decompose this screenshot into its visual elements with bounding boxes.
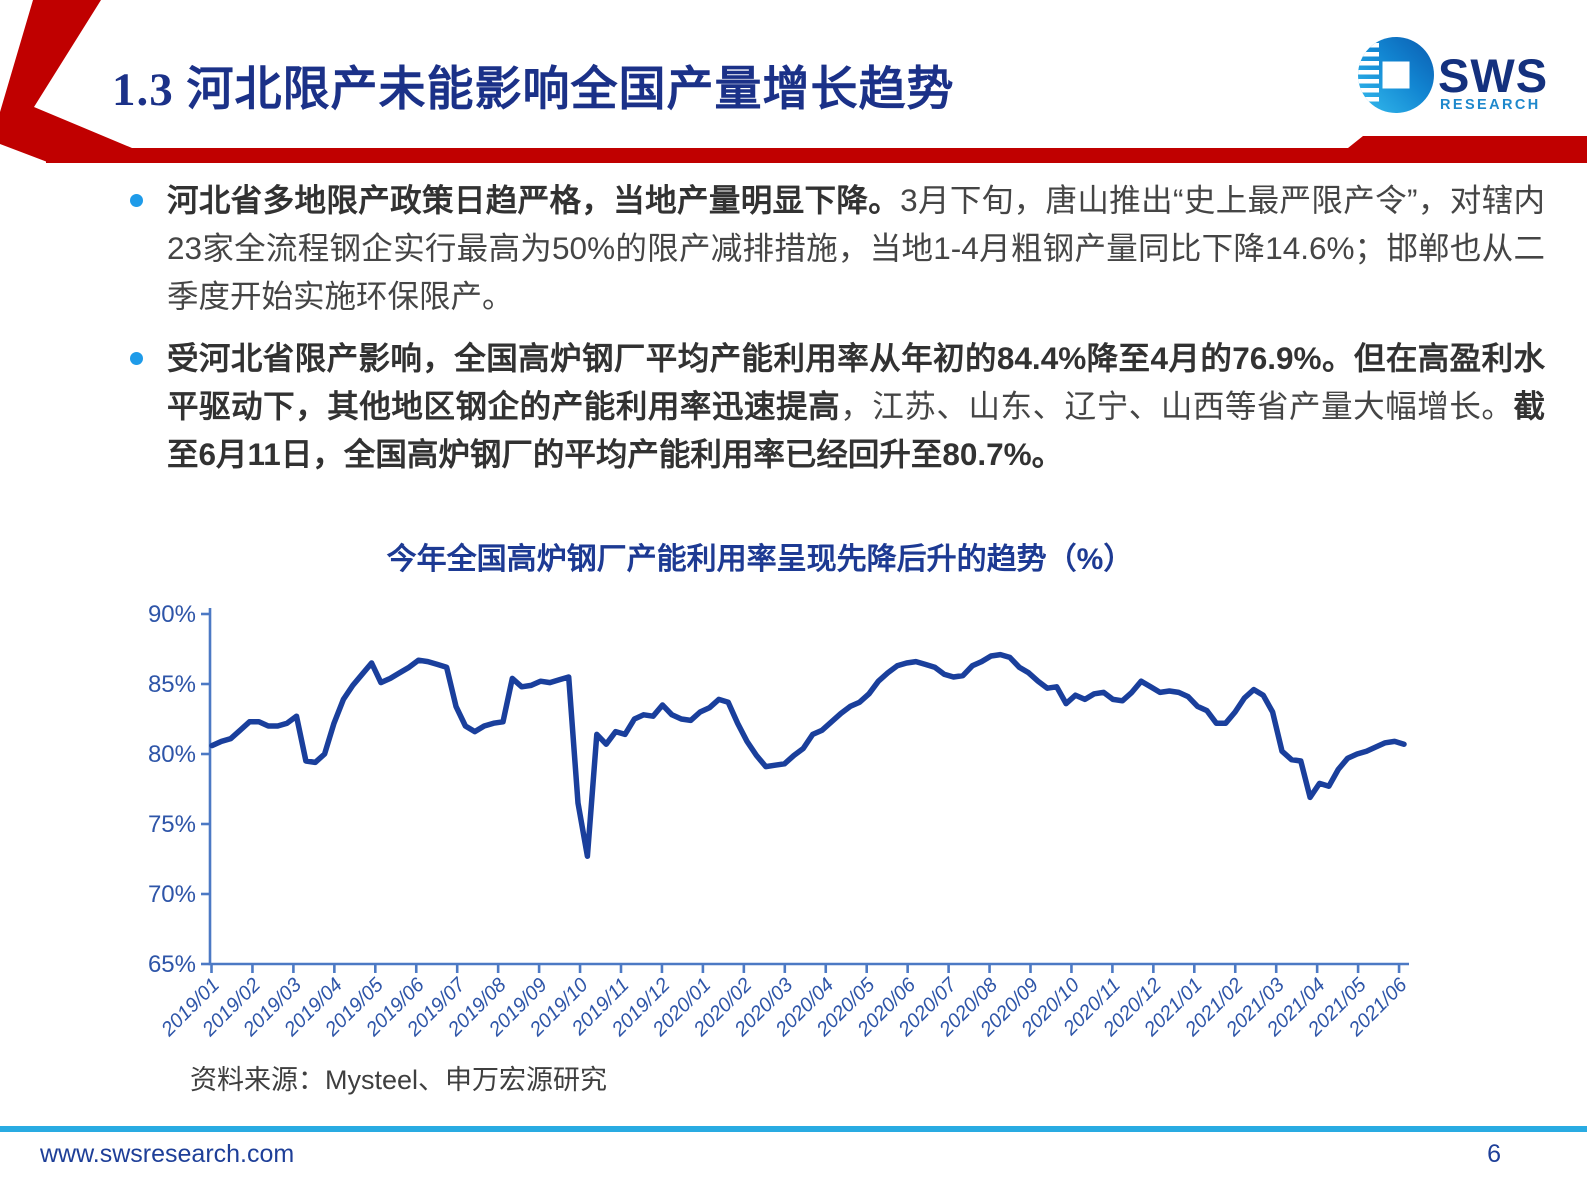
chart-axes [208, 608, 1409, 966]
x-tick-label: 2020/04 [771, 974, 838, 1041]
x-tick-label: 2019/01 [157, 974, 224, 1041]
x-tick-label: 2021/06 [1344, 973, 1412, 1041]
page-number: 6 [1487, 1140, 1501, 1168]
sws-research-logo: SWS RESEARCH [1358, 37, 1548, 113]
bullet-dot-icon [130, 352, 143, 365]
y-tick-label: 85% [148, 671, 196, 698]
chart-title: 今年全国高炉钢厂产能利用率呈现先降后升的趋势（%） [386, 543, 1134, 576]
x-tick-label: 2019/03 [239, 974, 306, 1041]
x-tick-label: 2019/07 [402, 973, 470, 1041]
x-tick-label: 2019/04 [280, 974, 347, 1041]
source-note: 资料来源：Mysteel、申万宏源研究 [190, 1065, 608, 1095]
x-tick-label: 2021/02 [1180, 974, 1247, 1041]
x-tick-label: 2021/03 [1221, 974, 1288, 1041]
x-tick-label: 2021/05 [1303, 973, 1371, 1041]
x-tick-label: 2020/02 [689, 974, 756, 1041]
header-red-band [46, 136, 1587, 163]
logo-subtitle: RESEARCH [1440, 97, 1541, 113]
x-tick-label: 2019/10 [525, 974, 592, 1041]
y-tick-label: 65% [148, 951, 196, 978]
x-tick-label: 2021/04 [1262, 974, 1329, 1041]
x-tick-label: 2020/07 [894, 973, 962, 1041]
x-tick-label: 2020/08 [935, 974, 1002, 1041]
bullet-item-utilization-rebound: 受河北省限产影响，全国高炉钢厂平均产能利用率从年初的84.4%降至4月的76.9… [130, 334, 1545, 478]
x-tick-label: 2020/03 [730, 974, 797, 1041]
x-tick-label: 2020/05 [812, 973, 880, 1041]
x-tick-label: 2020/01 [648, 974, 715, 1041]
x-tick-label: 2019/02 [198, 974, 265, 1041]
globe-icon [1358, 37, 1434, 113]
x-tick-label: 2019/12 [607, 974, 674, 1041]
bullet-item-hebei-policy: 河北省多地限产政策日趋严格，当地产量明显下降。3月下旬，唐山推出“史上最严限产令… [130, 176, 1545, 320]
bullet-text: 受河北省限产影响，全国高炉钢厂平均产能利用率从年初的84.4%降至4月的76.9… [167, 340, 1545, 472]
x-tick-label: 2020/06 [853, 973, 921, 1041]
capacity-utilization-line [209, 651, 1407, 859]
x-tick-label: 2020/09 [976, 974, 1043, 1041]
y-tick-label: 70% [148, 881, 196, 908]
footer-url: www.swsresearch.com [40, 1140, 295, 1168]
y-tick-label: 75% [148, 811, 196, 838]
x-tick-label: 2021/01 [1139, 974, 1206, 1041]
bullet-list: 河北省多地限产政策日趋严格，当地产量明显下降。3月下旬，唐山推出“史上最严限产令… [130, 176, 1545, 478]
logo-wordmark: SWS [1438, 49, 1548, 102]
x-tick-label: 2019/11 [567, 974, 633, 1040]
x-tick-label: 2019/08 [443, 974, 510, 1041]
slide-title: 1.3 河北限产未能影响全国产量增长趋势 [112, 64, 955, 116]
x-tick-label: 2019/05 [320, 973, 388, 1041]
bullet-dot-icon [130, 194, 143, 207]
x-tick-label: 2020/11 [1059, 974, 1125, 1040]
y-tick-label: 90% [148, 601, 196, 628]
x-tick-label: 2019/09 [484, 974, 551, 1041]
x-tick-label: 2020/12 [1099, 974, 1166, 1041]
bullet-text: 河北省多地限产政策日趋严格，当地产量明显下降。3月下旬，唐山推出“史上最严限产令… [167, 182, 1545, 314]
y-tick-label: 80% [148, 741, 196, 768]
footer-divider [0, 1126, 1587, 1132]
x-tick-label: 2019/06 [361, 973, 429, 1041]
x-tick-label: 2020/10 [1017, 974, 1084, 1041]
